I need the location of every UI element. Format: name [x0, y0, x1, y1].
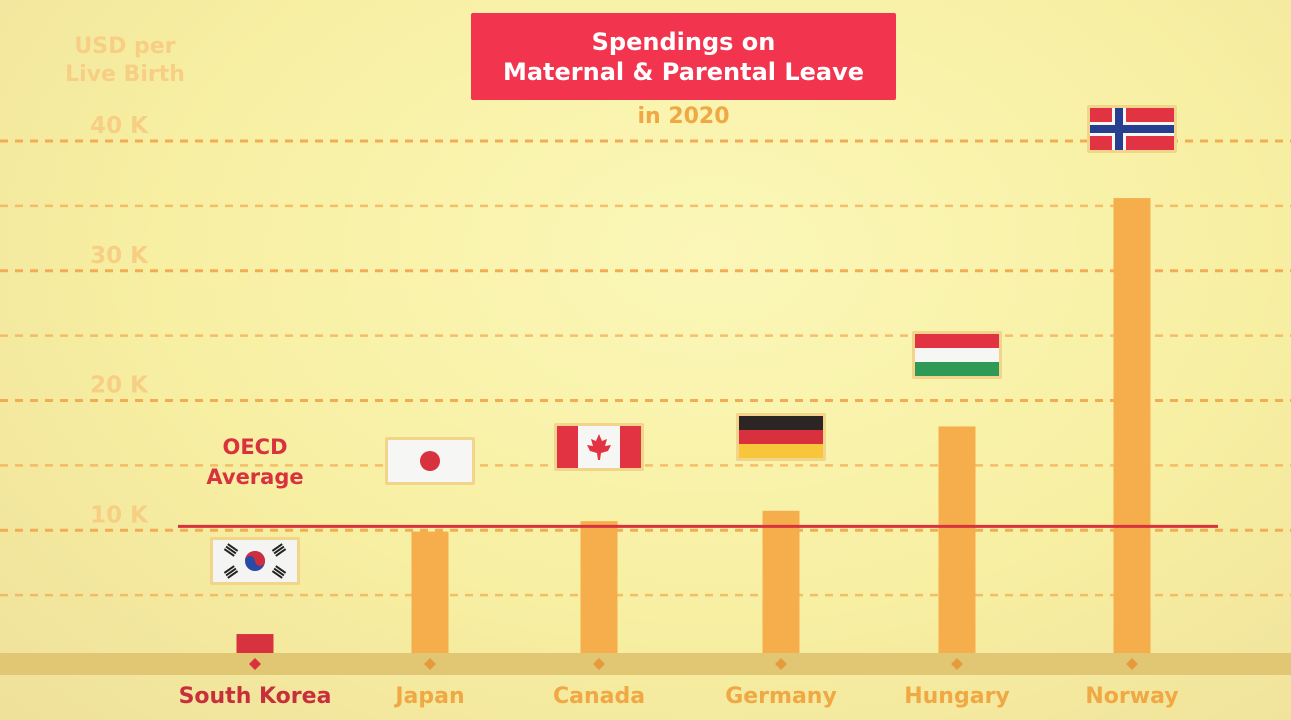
y-axis-label-line2: Live Birth	[65, 62, 185, 87]
flag-canada-icon	[554, 423, 644, 471]
flag-stripe-gold	[739, 444, 823, 458]
axis-marker	[593, 658, 605, 670]
flag-trigram-bar	[223, 548, 235, 557]
flag-trigram-bar	[273, 567, 285, 577]
category-label: Canada	[553, 684, 645, 709]
x-axis-baseline	[0, 653, 1291, 675]
axis-marker	[775, 658, 787, 670]
flag-trigram-bar	[223, 565, 235, 574]
chart-title: Spendings on Maternal & Parental Leave	[471, 13, 896, 100]
flag-trigram-bar	[271, 570, 283, 579]
category-label: Germany	[725, 684, 837, 709]
flag-japan-icon	[385, 437, 475, 485]
flag-maple-leaf	[587, 434, 611, 460]
bar-germany	[762, 510, 800, 653]
axis-marker	[249, 658, 261, 670]
bar-norway	[1113, 198, 1151, 653]
y-tick-label: 20 K	[90, 373, 149, 399]
category-label: Japan	[393, 684, 464, 709]
axis-marker	[1126, 658, 1138, 670]
oecd-label-line2: Average	[206, 465, 303, 489]
y-tick-label: 40 K	[90, 113, 149, 139]
y-axis-label-line1: USD per	[74, 34, 176, 59]
chart-title-line2: Maternal & Parental Leave	[502, 57, 865, 86]
y-axis-label: USD per Live Birth	[50, 33, 200, 89]
flag-stripe-green	[915, 362, 999, 376]
category-label: Norway	[1085, 684, 1178, 709]
category-label: South Korea	[179, 684, 332, 709]
flag-stripe-red	[915, 334, 999, 348]
flag-trigram-bar	[227, 570, 239, 579]
flag-band-right	[620, 426, 641, 468]
bar-south-korea	[236, 634, 274, 653]
flag-trigram-bar	[227, 543, 239, 552]
bar-canada	[580, 521, 618, 653]
bar-hungary	[938, 426, 976, 653]
y-tick-label: 30 K	[90, 243, 149, 269]
flag-stripe-black	[739, 416, 823, 430]
category-label: Hungary	[904, 684, 1010, 709]
flag-trigram-bar	[275, 565, 287, 574]
flag-sun	[420, 451, 440, 471]
flag-stripe-red	[739, 430, 823, 444]
flag-stripe-white	[915, 348, 999, 362]
flag-trigram-bar	[225, 545, 237, 555]
flag-germany-icon	[736, 413, 826, 461]
chart-subtitle: in 2020	[637, 104, 730, 129]
flag-south-korea-icon	[210, 537, 300, 585]
oecd-label-line1: OECD	[222, 435, 287, 459]
flag-band-left	[557, 426, 578, 468]
flag-taeguk-red	[245, 551, 265, 566]
flag-trigram-bar	[225, 567, 237, 577]
flag-trigram-bar	[275, 548, 287, 557]
axis-marker	[424, 658, 436, 670]
chart-title-line1: Spendings on	[591, 27, 776, 56]
flag-hungary-icon	[912, 331, 1002, 379]
flag-cross-blue-h	[1090, 125, 1174, 133]
bar-japan	[411, 531, 449, 653]
flag-norway-icon	[1087, 105, 1177, 153]
flag-trigram-bar	[273, 545, 285, 555]
axis-marker	[951, 658, 963, 670]
y-tick-label: 10 K	[90, 502, 149, 528]
flag-trigram-bar	[271, 543, 283, 552]
